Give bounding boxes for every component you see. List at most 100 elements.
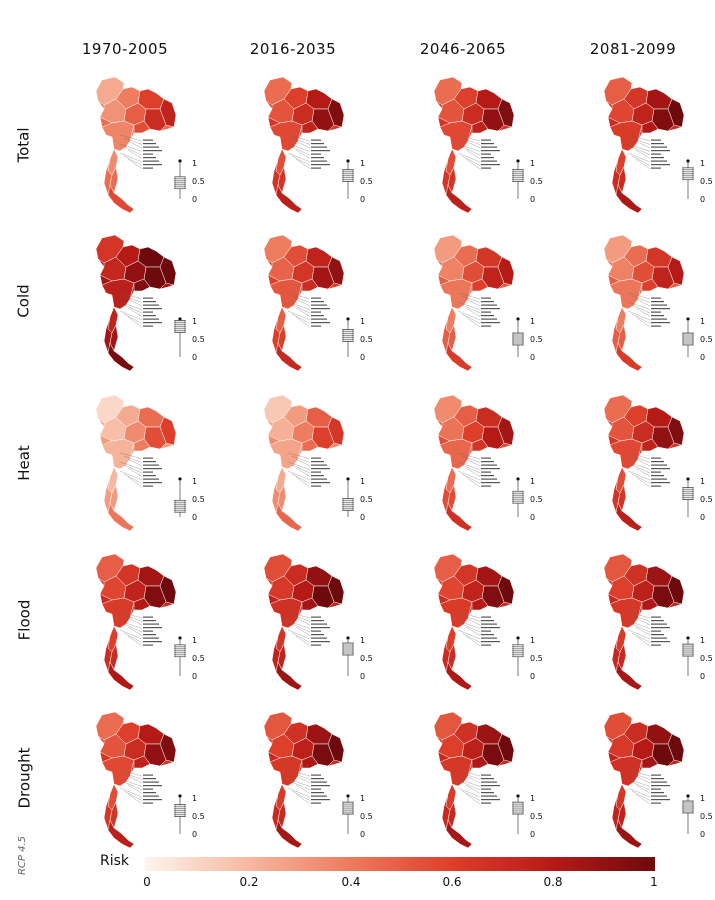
province-region [641, 438, 659, 452]
inset-scale-label: 1 [360, 794, 365, 803]
inset-scale-label: 0 [530, 195, 535, 204]
inset-scale-label: 0 [360, 830, 365, 839]
province-region [277, 484, 287, 512]
map-heat-2081-2099: 1 0.5 0 [588, 393, 715, 543]
inset-scale-label: 0 [530, 353, 535, 362]
province-region [617, 643, 627, 671]
province-region [109, 166, 119, 194]
province-region [101, 597, 135, 629]
map-flood-2081-2099: 1 0.5 0 [588, 552, 715, 702]
province-region [109, 801, 119, 829]
map-total-2081-2099: 1 0.5 0 [588, 75, 715, 225]
province-region [445, 502, 473, 532]
province-region [101, 438, 135, 470]
map-drought-2016-2035: 1 0.5 0 [248, 710, 388, 860]
map-total-1970-2005: 1 0.5 0 [80, 75, 220, 225]
map-flood-2016-2035: 1 0.5 0 [248, 552, 388, 702]
inset-boxplot: 10.50 [512, 636, 543, 681]
inset-scale-label: 0.5 [700, 177, 713, 186]
province-region [439, 597, 473, 629]
province-region [107, 819, 135, 849]
inset-boxplot: 10.50 [174, 317, 205, 362]
province-region [439, 120, 473, 152]
inset-scale-label: 0 [360, 672, 365, 681]
row-label-flood: Flood [15, 599, 34, 641]
province-region [277, 801, 287, 829]
province-region [133, 597, 151, 611]
province-label-lines [119, 134, 162, 170]
province-region [617, 484, 627, 512]
province-label-lines [627, 611, 670, 647]
province-region [609, 597, 643, 629]
map-total-2016-2035: 1 0.5 0 [248, 75, 388, 225]
map-heat-2016-2035: 1 0.5 0 [248, 393, 388, 543]
province-region [269, 755, 303, 787]
inset-boxplot: 10.50 [342, 159, 373, 204]
province-region [275, 342, 303, 372]
inset-boxplot: 10.50 [512, 317, 543, 362]
province-region [471, 597, 489, 611]
province-region [447, 166, 457, 194]
inset-scale-label: 0 [192, 513, 197, 522]
province-region [301, 597, 319, 611]
province-region [615, 342, 643, 372]
inset-boxplot: 10.50 [682, 159, 713, 204]
colorbar-tick-1: 1 [650, 875, 658, 889]
inset-scale-label: 0.5 [360, 335, 373, 344]
province-region [133, 278, 151, 292]
province-region [617, 801, 627, 829]
province-region [109, 484, 119, 512]
province-region [439, 755, 473, 787]
scenario-label: RCP 4.5 [17, 835, 29, 875]
inset-scale-label: 0.5 [360, 495, 373, 504]
province-region [101, 120, 135, 152]
inset-scale-label: 0 [192, 830, 197, 839]
inset-boxplot: 10.50 [512, 794, 543, 839]
province-label-lines [287, 134, 330, 170]
inset-scale-label: 0 [192, 672, 197, 681]
colorbar-tick-0.4: 0.4 [341, 875, 361, 889]
province-region [445, 661, 473, 691]
inset-scale-label: 0.5 [530, 177, 543, 186]
province-region [101, 278, 135, 310]
province-label-lines [287, 611, 330, 647]
inset-boxplot: 10.50 [342, 317, 373, 362]
province-label-lines [627, 769, 670, 805]
inset-scale-label: 1 [192, 317, 197, 326]
inset-scale-label: 1 [700, 636, 705, 645]
province-region [277, 324, 287, 352]
province-region [617, 166, 627, 194]
map-drought-2081-2099: 1 0.5 0 [588, 710, 715, 860]
province-region [269, 278, 303, 310]
province-region [471, 120, 489, 134]
inset-scale-label: 0.5 [700, 654, 713, 663]
province-region [641, 278, 659, 292]
province-label-lines [627, 292, 670, 328]
map-cold-2081-2099: 1 0.5 0 [588, 233, 715, 383]
province-label-lines [457, 769, 500, 805]
row-label-cold: Cold [15, 284, 33, 318]
inset-boxplot: 10.50 [682, 794, 713, 839]
inset-boxplot: 10.50 [682, 636, 713, 681]
column-title-2081-2099: 2081-2099 [589, 40, 677, 58]
inset-scale-label: 1 [700, 317, 705, 326]
province-region [301, 120, 319, 134]
inset-boxplot: 10.50 [512, 477, 543, 522]
province-region [101, 755, 135, 787]
inset-boxplot: 10.50 [174, 159, 205, 204]
province-region [447, 801, 457, 829]
province-label-lines [457, 611, 500, 647]
inset-scale-label: 1 [530, 477, 535, 486]
province-region [301, 278, 319, 292]
inset-scale-label: 0.5 [530, 495, 543, 504]
province-region [609, 438, 643, 470]
province-region [107, 184, 135, 214]
inset-scale-label: 1 [700, 794, 705, 803]
province-region [275, 502, 303, 532]
inset-scale-label: 0 [360, 513, 365, 522]
row-label-heat: Heat [15, 445, 33, 481]
inset-scale-label: 0.5 [700, 335, 713, 344]
column-title-2046-2065: 2046-2065 [419, 40, 507, 58]
inset-scale-label: 0 [360, 195, 365, 204]
map-cold-2016-2035: 1 0.5 0 [248, 233, 388, 383]
